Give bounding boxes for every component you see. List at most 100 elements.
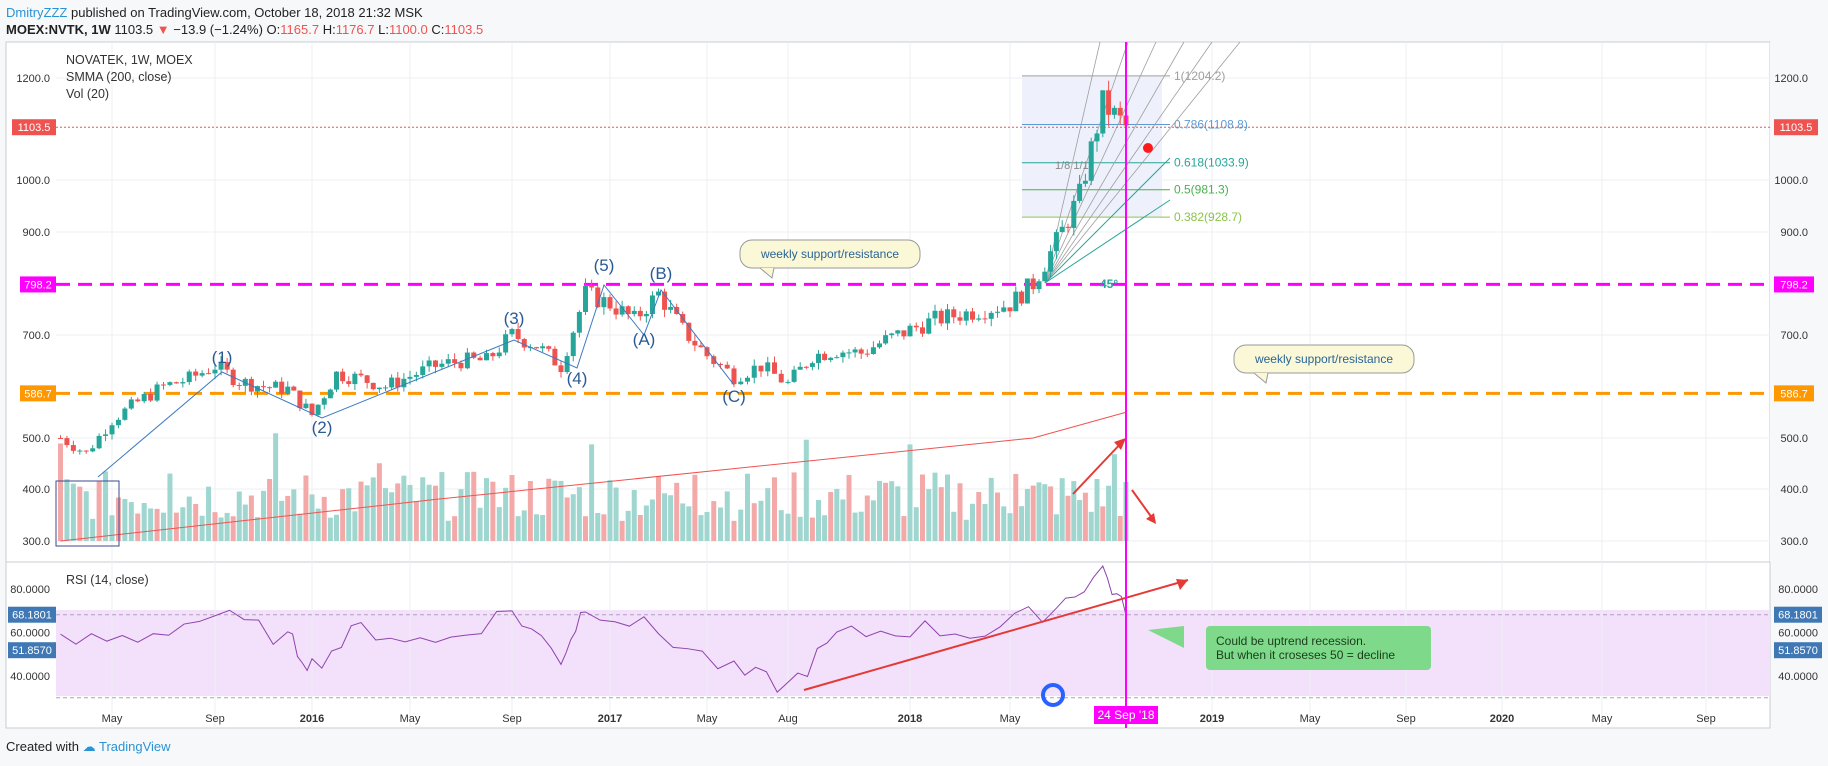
candle-body	[745, 377, 750, 382]
volume-bar	[167, 473, 173, 541]
volume-bar	[83, 491, 89, 541]
volume-bar	[242, 504, 248, 541]
volume-bar	[982, 503, 988, 541]
candle-body	[643, 313, 649, 317]
candle-body	[327, 389, 333, 399]
volume-bar	[1013, 473, 1019, 541]
right-price-tick: 1200.0	[1774, 73, 1808, 85]
callout-rsi-line2: But when it croseses 50 = decline	[1216, 648, 1395, 662]
candle-body	[938, 310, 944, 324]
drawings-layer[interactable]	[55, 438, 1189, 691]
legend-rsi: RSI (14, close)	[66, 573, 149, 587]
volume-bar	[791, 472, 797, 541]
volume-bar	[315, 508, 321, 541]
chart-header: DmitryZZZ published on TradingView.com, …	[6, 4, 483, 38]
volume-bar	[90, 518, 96, 541]
time-axis-label: 2018	[898, 713, 922, 725]
arrow-head-icon	[1176, 579, 1188, 590]
volume-bar	[477, 507, 483, 541]
volume-bar	[471, 471, 477, 541]
candle-body	[521, 339, 527, 348]
candle-body	[90, 448, 96, 452]
volume-bar	[601, 514, 607, 541]
candle-body	[1024, 278, 1030, 304]
time-cursor-badge	[1094, 706, 1158, 724]
wave-label: (C)	[722, 387, 746, 406]
volume-bar	[261, 490, 266, 541]
candle-body	[1030, 278, 1036, 290]
red-dot-marker[interactable]	[1143, 143, 1153, 153]
candle-body	[546, 346, 552, 349]
open-label: O:	[266, 22, 281, 37]
volume-bar	[509, 475, 515, 541]
candle-body	[1100, 90, 1106, 134]
candle-body	[1007, 307, 1013, 312]
candle-body	[321, 398, 327, 405]
candle-body	[364, 375, 370, 383]
support-badge-left-text: 586.7	[24, 388, 52, 400]
volume-bar	[828, 492, 834, 541]
up-arrow-icon	[1114, 438, 1126, 450]
volume-bar	[490, 481, 496, 541]
right-price-tick: 300.0	[1780, 536, 1808, 548]
candle-body	[988, 312, 994, 319]
volume-bar	[445, 520, 451, 541]
fib-level-label: 1(1204.2)	[1174, 69, 1225, 83]
volume-bar	[96, 481, 102, 541]
time-axis-label: May	[697, 713, 718, 725]
support-levels[interactable]	[56, 126, 1770, 395]
callout-support-1[interactable]: weekly support/resistance	[739, 239, 921, 279]
author-link[interactable]: DmitryZZZ	[6, 5, 68, 20]
footer: Created with ☁ TradingView	[6, 739, 171, 755]
volume-bar	[218, 517, 224, 541]
candle-body	[778, 373, 784, 383]
main-pane[interactable]	[5, 41, 1771, 563]
volume-bar	[1117, 516, 1123, 541]
candle-body	[261, 386, 266, 388]
rsi-upper-badge-left-text: 68.1801	[12, 610, 52, 622]
candle-body	[534, 347, 539, 349]
right-price-tick: 400.0	[1780, 484, 1808, 496]
volume-bar	[546, 478, 552, 541]
candle-body	[570, 332, 576, 357]
candle-body	[834, 357, 840, 359]
volume-bar	[583, 516, 588, 541]
rsi-tick-right: 80.0000	[1778, 584, 1818, 596]
volume-bar	[1094, 479, 1100, 541]
volume-bar	[1024, 488, 1030, 541]
volume-bar	[464, 472, 470, 541]
callout-support-2[interactable]: weekly support/resistance	[1233, 344, 1415, 384]
candle-body	[951, 309, 957, 318]
callout-rsi[interactable]: Could be uptrend recession. But when it …	[1148, 626, 1431, 670]
candle-body	[995, 311, 1000, 313]
volume-bar	[889, 481, 895, 541]
tradingview-link[interactable]: TradingView	[99, 739, 171, 754]
gann-fan-line	[1044, 41, 1241, 284]
candle-body	[785, 381, 791, 383]
volume-bar	[115, 497, 121, 541]
candle-body	[173, 382, 179, 384]
wave-label: (4)	[567, 369, 588, 388]
volume-bar	[154, 508, 160, 541]
volume-bar	[945, 474, 950, 541]
candle-body	[279, 381, 285, 394]
elliott-waves[interactable]: (1) (2) (3) (4) (5) (A) (B) (C)	[97, 256, 746, 478]
volume-bar	[309, 494, 315, 541]
volume-bar	[334, 514, 339, 541]
rsi-marker-circle[interactable]	[1041, 683, 1065, 707]
candle-body	[115, 419, 121, 426]
candle-body	[439, 363, 445, 367]
ohlc-line: MOEX:NVTK, 1W 1103.5 ▼ −13.9 (−1.24%) O:…	[6, 21, 483, 38]
candle-body	[484, 353, 489, 361]
candle-body	[352, 373, 358, 385]
change-value: −13.9 (−1.24%)	[173, 22, 263, 37]
volume-bar	[1042, 484, 1048, 541]
candle-body	[765, 362, 771, 372]
fib-retracement[interactable]: 1(1204.2) 0.786(1108.8) 0.618(1033.9) 0.5(9…	[1022, 41, 1249, 284]
time-axis[interactable]: May Sep 2016 May Sep 2017 May Aug 2018 May 2019 May…	[102, 713, 1716, 725]
footer-created: Created with	[6, 739, 79, 754]
candle-body	[206, 373, 212, 375]
wave-label: (5)	[594, 256, 615, 275]
volume-bar	[521, 510, 527, 541]
